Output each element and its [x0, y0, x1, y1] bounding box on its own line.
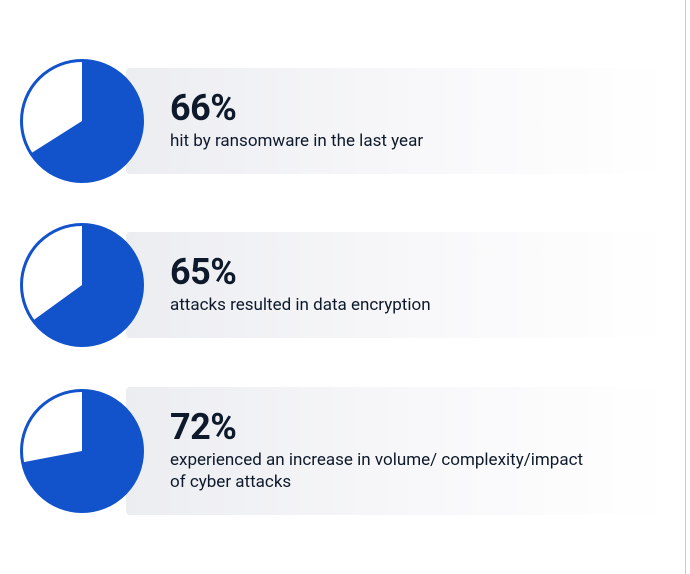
stat-description: experienced an increase in volume/ compl…: [170, 449, 590, 493]
pie-chart: [20, 59, 144, 183]
stat-description: hit by ransomware in the last year: [170, 130, 590, 152]
stat-text-band: 72% experienced an increase in volume/ c…: [126, 387, 670, 515]
stat-value: 65%: [170, 254, 650, 292]
stats-container: 66% hit by ransomware in the last year 6…: [0, 0, 690, 574]
stat-text-band: 66% hit by ransomware in the last year: [126, 68, 670, 174]
pie-chart: [20, 389, 144, 513]
stat-row: 72% experienced an increase in volume/ c…: [20, 387, 670, 515]
pie-chart: [20, 223, 144, 347]
stat-text-band: 65% attacks resulted in data encryption: [126, 232, 670, 338]
stat-row: 66% hit by ransomware in the last year: [20, 59, 670, 183]
stat-row: 65% attacks resulted in data encryption: [20, 223, 670, 347]
stat-value: 66%: [170, 90, 650, 128]
stat-description: attacks resulted in data encryption: [170, 294, 590, 316]
stat-value: 72%: [170, 409, 650, 447]
